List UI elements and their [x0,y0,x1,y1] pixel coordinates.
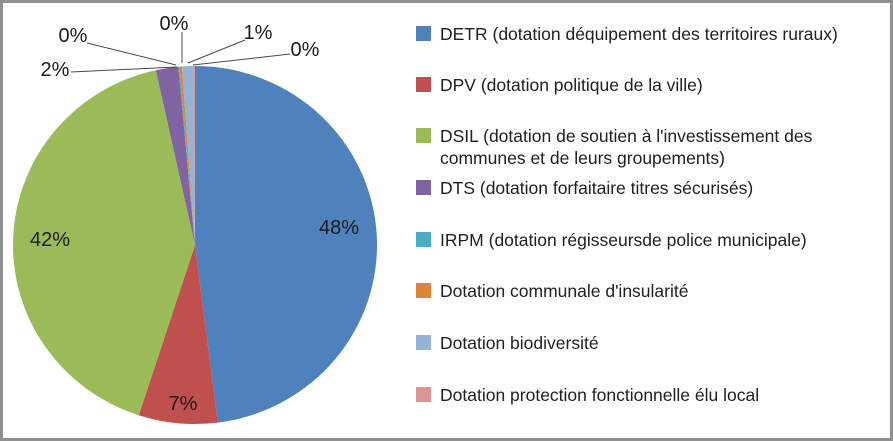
legend-item-dts[interactable]: DTS (dotation forfaitaire titres sécuris… [416,177,868,199]
legend-swatch-biodiversite [416,335,431,350]
data-label-dts: 2% [41,59,70,81]
pie-slice-dts[interactable] [155,66,195,245]
legend-swatch-dpv [416,77,431,92]
pie-slice-dsil[interactable] [13,70,196,416]
legend-item-irpm[interactable]: IRPM (dotation régisseursde police munic… [416,229,868,251]
pie-slice-dpv[interactable] [138,245,218,425]
pie-slice-insularite[interactable] [179,66,195,246]
legend-label-dpv: DPV (dotation politique de la ville) [440,75,703,95]
label-leader-line-biodiversite [187,39,246,64]
label-leader-line-irpm [86,42,177,66]
legend-swatch-detr [416,26,431,41]
data-label-dsil: 42% [30,229,70,251]
legend-item-detr[interactable]: DETR (dotation déquipement des territoir… [416,23,868,45]
legend-swatch-dsil [416,128,431,143]
legend-label-detr: DETR (dotation déquipement des territoir… [440,24,838,44]
pie-slice-irpm[interactable] [178,66,195,246]
legend-label-insularite: Dotation communale d'insularité [440,281,689,301]
legend-swatch-protection [416,387,431,402]
legend-swatch-insularite [416,283,431,298]
pie-slice-biodiversite[interactable] [181,66,195,245]
label-leader-line-protection [192,53,291,66]
legend-label-irpm: IRPM (dotation régisseursde police munic… [440,230,807,250]
chart-legend: DETR (dotation déquipement des territoir… [416,3,886,438]
data-label-irpm: 0% [59,25,88,47]
data-label-protection: 0% [291,39,320,61]
legend-label-dts: DTS (dotation forfaitaire titres sécuris… [440,178,754,198]
legend-swatch-irpm [416,232,431,247]
legend-swatch-dts [416,180,431,195]
data-label-detr: 48% [319,217,359,239]
pie-slice-protection[interactable] [193,66,195,245]
data-label-dpv: 7% [169,393,198,415]
data-label-insularite: 0% [160,13,189,35]
legend-label-protection: Dotation protection fonctionnelle élu lo… [440,385,760,405]
legend-item-protection[interactable]: Dotation protection fonctionnelle élu lo… [416,384,868,406]
legend-label-biodiversite: Dotation biodiversité [440,333,599,353]
legend-item-dsil[interactable]: DSIL (dotation de soutien à l'investisse… [416,125,868,169]
legend-item-dpv[interactable]: DPV (dotation politique de la ville) [416,74,868,96]
label-leader-line-dts [70,66,178,73]
legend-item-insularite[interactable]: Dotation communale d'insularité [416,280,868,302]
pie-chart: 48% 7% 42% 2% 0% 0% 1% 0% [13,13,378,425]
pie-plot-area: 48% 7% 42% 2% 0% 0% 1% 0% [3,3,413,438]
legend-item-biodiversite[interactable]: Dotation biodiversité [416,332,868,354]
data-label-biodiversite: 1% [244,22,273,44]
legend-label-dsil: DSIL (dotation de soutien à l'investisse… [440,126,813,168]
pie-slice-detr[interactable] [195,66,378,423]
